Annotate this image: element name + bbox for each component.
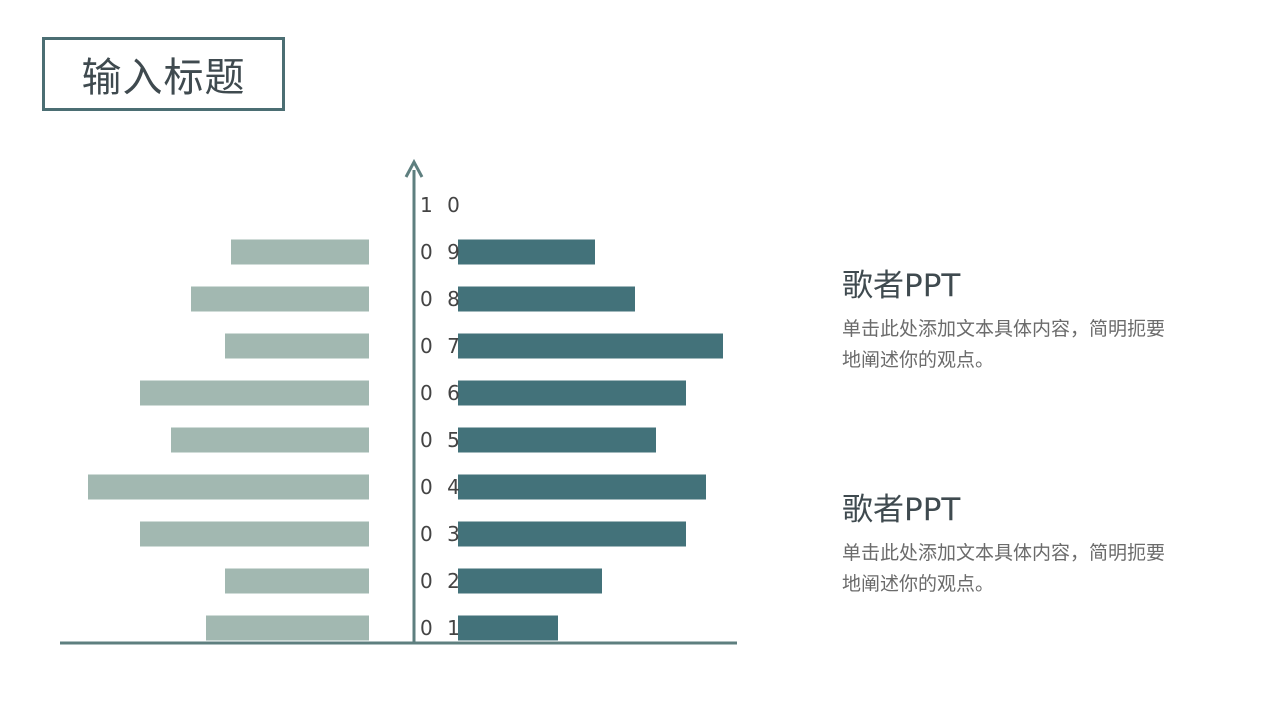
left-bar-5	[171, 427, 369, 453]
text-block-1: 歌者PPT 单击此处添加文本具体内容，简明扼要地阐述你的观点。	[842, 266, 1172, 376]
tick-label-2: 0 2	[420, 569, 464, 593]
tick-label-1: 0 1	[420, 616, 464, 640]
tick-label-7: 0 7	[420, 334, 464, 358]
right-bar-9	[458, 239, 595, 265]
right-bar-3	[458, 521, 686, 547]
right-bar-6	[458, 380, 686, 406]
tick-label-4: 0 4	[420, 475, 464, 499]
left-bar-3	[140, 521, 369, 547]
left-series-bars	[88, 239, 369, 641]
text-block-heading: 歌者PPT	[842, 492, 961, 528]
right-bar-7	[458, 333, 723, 359]
left-bar-9	[231, 239, 369, 265]
left-bar-1	[206, 615, 369, 641]
text-block-2: 歌者PPT 单击此处添加文本具体内容，简明扼要地阐述你的观点。	[842, 490, 1172, 600]
text-block-body: 单击此处添加文本具体内容，简明扼要地阐述你的观点。	[842, 542, 1166, 595]
tick-label-8: 0 8	[420, 287, 464, 311]
y-axis-arrowhead	[404, 158, 424, 178]
left-bar-2	[225, 568, 369, 594]
right-bar-5	[458, 427, 656, 453]
text-block-heading: 歌者PPT	[842, 268, 961, 304]
right-bar-2	[458, 568, 602, 594]
right-series-bars	[458, 239, 723, 641]
page-title: 输入标题	[81, 55, 246, 101]
tick-label-3: 0 3	[420, 522, 464, 546]
right-bar-8	[458, 286, 635, 312]
tick-label-5: 0 5	[420, 428, 464, 452]
left-bar-6	[140, 380, 369, 406]
left-bar-7	[225, 333, 369, 359]
tick-label-9: 0 9	[420, 240, 464, 264]
right-bar-4	[458, 474, 706, 500]
right-bar-1	[458, 615, 558, 641]
category-tick-labels: 0 1 0 2 0 3 0 4 0 5 0 6 0 7 0 8 0 9 1 0	[420, 193, 464, 640]
left-bar-4	[88, 474, 369, 500]
tick-label-6: 0 6	[420, 381, 464, 405]
text-block-body: 单击此处添加文本具体内容，简明扼要地阐述你的观点。	[842, 318, 1166, 371]
left-bar-8	[191, 286, 369, 312]
title-box: 输入标题	[42, 37, 285, 111]
tick-label-10: 1 0	[420, 193, 464, 217]
